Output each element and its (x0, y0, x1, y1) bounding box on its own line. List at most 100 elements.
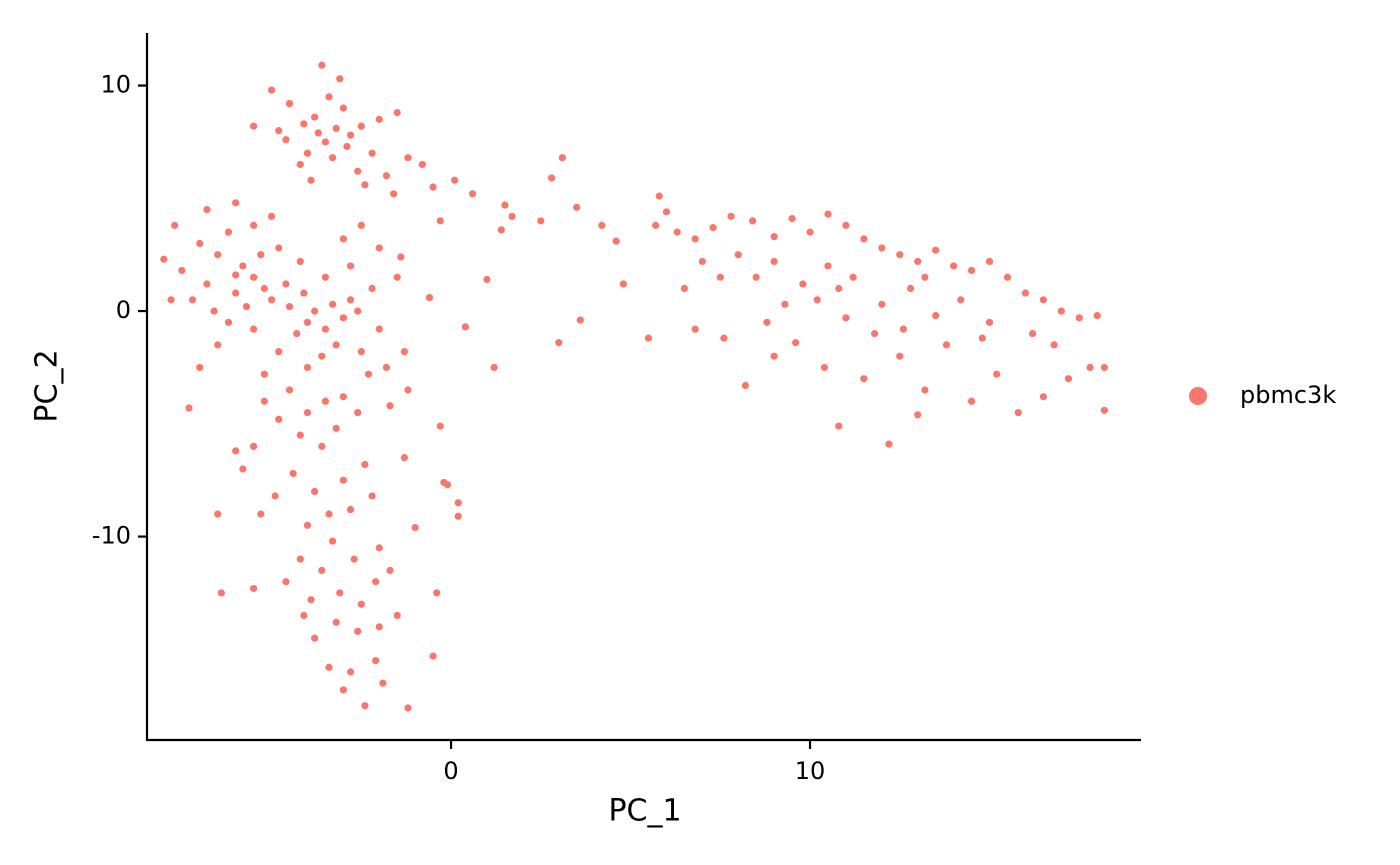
point (741, 381, 750, 390)
point (386, 402, 394, 410)
point (303, 149, 312, 157)
point (328, 537, 337, 545)
point (404, 386, 412, 394)
point (555, 339, 563, 347)
point (993, 370, 1001, 378)
point (224, 318, 233, 326)
point (296, 160, 304, 169)
point (691, 325, 699, 333)
point (436, 217, 444, 225)
point (655, 192, 663, 200)
point (418, 160, 426, 169)
point (652, 221, 660, 229)
point (343, 142, 351, 151)
point (558, 154, 566, 162)
point (1075, 314, 1083, 322)
point (325, 510, 333, 518)
point (942, 341, 951, 349)
point (382, 363, 391, 372)
point (214, 341, 222, 349)
point (698, 257, 706, 266)
point (425, 293, 434, 302)
point (454, 499, 462, 507)
point (716, 273, 724, 281)
y-axis-title: PC_2 (30, 349, 65, 422)
point (285, 386, 294, 394)
point (339, 476, 347, 484)
point (336, 589, 344, 597)
point (332, 424, 340, 432)
point (267, 296, 276, 304)
point (921, 386, 929, 394)
point (239, 465, 247, 473)
point (307, 596, 315, 604)
point (260, 397, 268, 405)
plot-points (160, 61, 1108, 712)
point (598, 221, 606, 229)
point (257, 510, 265, 518)
point (824, 262, 832, 270)
point (1028, 330, 1037, 338)
point (770, 233, 778, 241)
point (397, 253, 405, 261)
point (878, 244, 886, 252)
point (820, 363, 828, 372)
point (217, 589, 225, 597)
point (375, 244, 383, 252)
point (612, 237, 620, 245)
y-tick-label: 0 (116, 296, 131, 324)
point (393, 109, 401, 117)
point (357, 348, 365, 356)
point (691, 235, 699, 243)
point (354, 307, 362, 315)
point (400, 348, 408, 356)
point (763, 318, 771, 326)
point (257, 251, 265, 259)
point (346, 131, 355, 139)
point (644, 334, 653, 342)
point (1050, 341, 1058, 349)
point (267, 86, 276, 94)
y-tick-label: -10 (92, 522, 131, 550)
y-tick-label: 10 (100, 71, 131, 99)
point (537, 217, 545, 225)
point (296, 555, 304, 563)
point (390, 190, 398, 198)
x-axis-title: PC_1 (608, 794, 681, 829)
point (214, 251, 222, 259)
point (303, 318, 312, 326)
point (490, 363, 498, 372)
point (282, 578, 290, 586)
point (899, 325, 907, 333)
point (346, 505, 355, 514)
point (250, 442, 258, 450)
point (806, 228, 814, 236)
point (375, 544, 383, 552)
point (547, 174, 556, 182)
point (311, 487, 319, 496)
point (250, 221, 258, 229)
point (354, 167, 362, 175)
point (896, 352, 904, 360)
point (239, 262, 247, 270)
point (372, 657, 380, 665)
point (860, 235, 868, 243)
point (296, 257, 304, 266)
point (285, 99, 294, 108)
point (372, 578, 380, 586)
point (1100, 363, 1108, 372)
point (303, 363, 312, 372)
point (232, 447, 240, 455)
point (339, 235, 347, 243)
point (978, 334, 986, 342)
x-tick-label: 10 (795, 757, 826, 785)
point (720, 334, 728, 342)
point (433, 589, 441, 597)
point (196, 239, 204, 248)
point (1064, 375, 1073, 383)
point (318, 566, 326, 575)
point (328, 300, 337, 308)
point (188, 296, 197, 304)
point (354, 627, 362, 635)
point (727, 212, 735, 220)
